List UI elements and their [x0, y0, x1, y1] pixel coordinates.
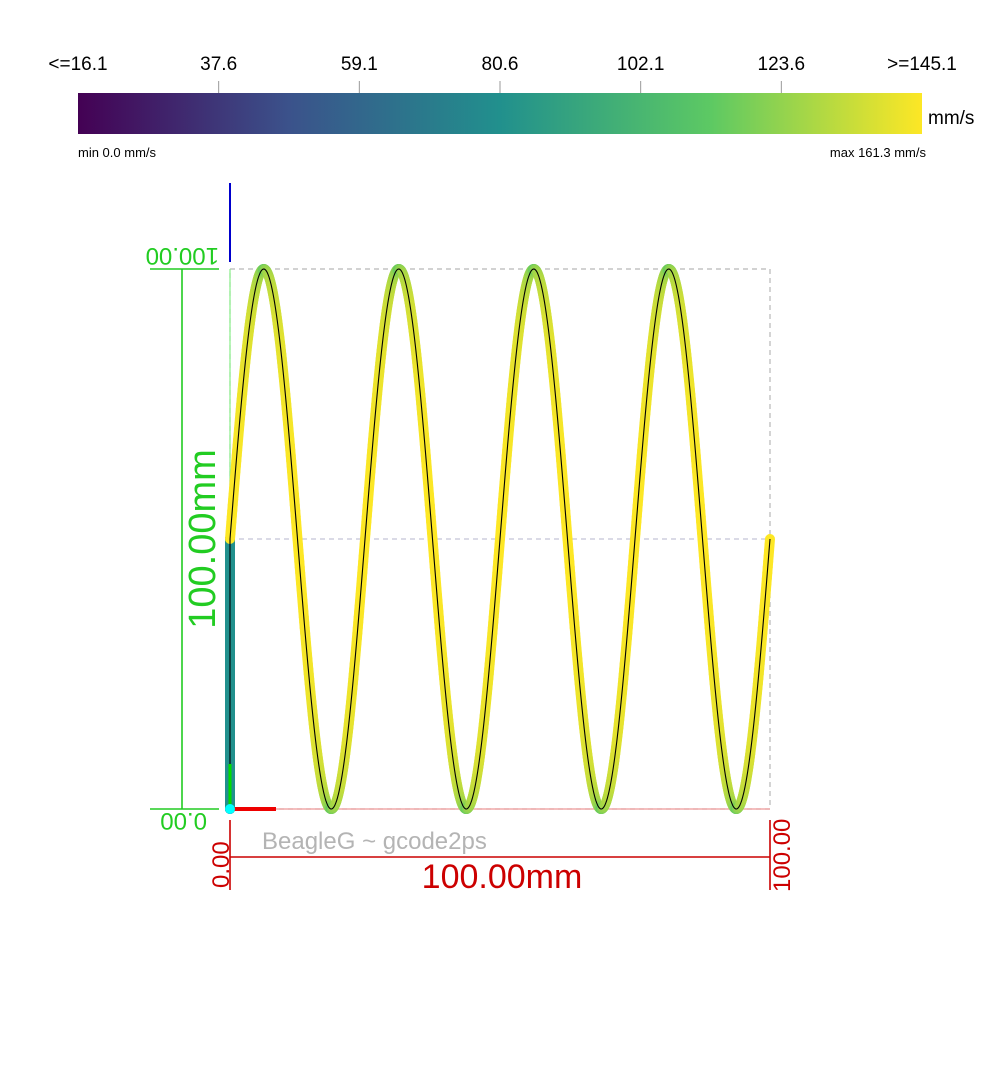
- colorbar-tick-label: <=16.1: [48, 54, 107, 75]
- y-end-label: 100.00: [146, 242, 219, 269]
- colorbar: <=16.1 37.6 59.1 80.6 102.1 123.6 >=145.1 mm/s…: [48, 54, 974, 160]
- x-start-label: 0.00: [208, 841, 235, 888]
- y-dimension: 100.00 0.00 100.00mm: [146, 242, 224, 834]
- colorbar-gradient: [78, 93, 922, 134]
- y-start-label: 0.00: [160, 807, 207, 834]
- colorbar-tick-label: 37.6: [200, 54, 237, 75]
- origin-marker: [225, 764, 276, 814]
- colorbar-ticks: <=16.1 37.6 59.1 80.6 102.1 123.6 >=145.1: [48, 54, 957, 93]
- x-span-label: 100.00mm: [422, 858, 583, 896]
- x-end-label: 100.00: [769, 819, 796, 892]
- y-span-label: 100.00mm: [182, 449, 224, 629]
- toolpath: [225, 264, 775, 814]
- colorbar-tick-label: 102.1: [617, 54, 665, 75]
- colorbar-tick-label: 123.6: [758, 54, 806, 75]
- colorbar-tick-label: 59.1: [341, 54, 378, 75]
- toolpath-centerline: [229, 268, 771, 810]
- colorbar-min-label: min 0.0 mm/s: [78, 145, 157, 160]
- colorbar-tick-label: >=145.1: [887, 54, 957, 75]
- watermark: BeagleG ~ gcode2ps: [262, 828, 487, 855]
- x-dimension: 0.00 100.00 100.00mm: [208, 819, 796, 896]
- colorbar-max-label: max 161.3 mm/s: [830, 145, 927, 160]
- colorbar-tick-label: 80.6: [482, 54, 519, 75]
- colorbar-unit: mm/s: [928, 108, 974, 129]
